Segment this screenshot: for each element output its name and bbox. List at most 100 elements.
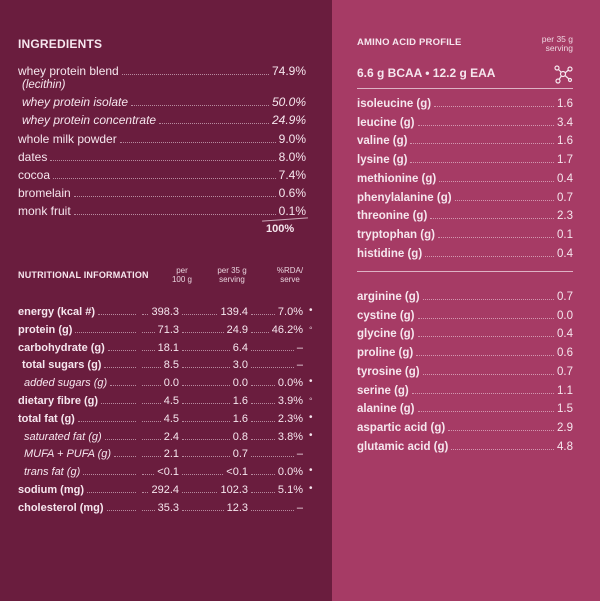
nutrient-name: sodium (mg) — [18, 484, 84, 496]
ingredient-name: whey protein isolate — [22, 95, 129, 109]
amino-row: serine (g) 1.1 — [357, 383, 573, 397]
leader — [182, 474, 224, 476]
nutrient-value: 24.9 — [226, 323, 248, 336]
amino-value: 3.4 — [557, 116, 573, 129]
nutrient-per-serve: <0.1 — [179, 466, 248, 478]
nutrient-value: 139.4 — [220, 306, 248, 318]
nutrient-rda: 46.2% — [248, 324, 303, 336]
amino-name: valine (g) — [357, 135, 408, 148]
leader — [182, 456, 230, 458]
amino-header-line: serving — [545, 43, 573, 53]
ingredient-name: dates — [18, 150, 48, 164]
nutrition-row: energy (kcal #) 398.3 139.4 7.0% — [18, 304, 303, 318]
nutrient-name: protein (g) — [18, 323, 73, 336]
amino-row: isoleucine (g) 1.6 — [357, 96, 573, 110]
nutrient-value: 71.3 — [157, 323, 179, 336]
amino-value: 1.5 — [557, 403, 573, 416]
ingredient-value: 9.0% — [278, 132, 306, 146]
ingredient-name: whey protein blend — [18, 64, 119, 78]
nutrient-value: 0.0% — [277, 466, 303, 479]
nutrient-rda: – — [248, 502, 303, 514]
leader — [451, 448, 554, 450]
nutrient-value: 18.1 — [157, 341, 179, 354]
amino-value: 0.0 — [557, 309, 573, 322]
leader — [131, 105, 269, 106]
column-header: per 35 g serving — [210, 266, 254, 284]
nutrition-row: dietary fibre (g) 4.5 1.6 3.9% — [18, 393, 303, 407]
amino-name: aspartic acid (g) — [357, 421, 446, 434]
amino-name: arginine (g) — [357, 291, 420, 303]
leader — [73, 214, 276, 215]
nutrient-rda: 3.9% — [248, 395, 303, 407]
amino-value: 1.1 — [557, 384, 573, 397]
rda-marker: • — [309, 376, 313, 388]
nutrient-value: 1.6 — [232, 395, 248, 407]
rda-marker: ◦ — [309, 394, 313, 405]
leader — [121, 74, 269, 75]
nutrient-value: 292.4 — [151, 484, 179, 496]
leader — [182, 331, 224, 333]
nutrient-per-100g: 71.3 — [139, 324, 179, 336]
leader — [101, 403, 136, 404]
ingredient-row: whey protein concentrate 24.9% — [22, 113, 306, 127]
divider — [357, 88, 573, 89]
nutrient-value: 12.3 — [226, 501, 248, 514]
rda-marker: • — [309, 411, 313, 423]
nutrient-value: 6.4 — [232, 341, 248, 354]
amino-value: 4.8 — [557, 440, 573, 453]
leader — [251, 474, 275, 476]
amino-name: isoleucine (g) — [357, 98, 432, 110]
nutrient-value: 102.3 — [220, 484, 248, 496]
nutrition-row: carbohydrate (g) 18.1 6.4 – — [18, 340, 303, 354]
amino-row: lysine (g) 1.7 — [357, 152, 573, 166]
nutrient-per-100g: 292.4 — [139, 484, 179, 496]
nutrient-per-serve: 0.0 — [179, 377, 248, 389]
leader — [104, 438, 136, 440]
leader — [437, 236, 554, 238]
column-header: per 100 g — [168, 266, 196, 284]
nutrient-value: – — [296, 341, 303, 354]
ingredient-row: whey protein blend 74.9% — [18, 64, 306, 78]
nutrition-row: cholesterol (mg) 35.3 12.3 – — [18, 500, 303, 514]
amino-name: tryptophan (g) — [357, 228, 435, 241]
leader — [182, 509, 224, 511]
amino-value: 0.4 — [557, 172, 573, 185]
right-panel — [332, 0, 600, 601]
amino-summary: 6.6 g BCAA • 12.2 g EAA — [357, 66, 496, 80]
leader — [50, 160, 276, 161]
nutrient-rda: – — [248, 342, 303, 354]
amino-name: threonine (g) — [357, 210, 428, 223]
ingredient-note: (lecithin) — [22, 79, 66, 91]
amino-name: methionine (g) — [357, 172, 437, 185]
nutrient-value: 3.9% — [277, 395, 303, 407]
nutrient-rda: 5.1% — [248, 484, 303, 496]
leader — [410, 143, 554, 145]
molecule-icon — [554, 65, 573, 84]
amino-value: 0.1 — [557, 228, 573, 241]
nutrient-value: 3.0 — [232, 359, 248, 372]
amino-name: phenylalanine (g) — [357, 191, 452, 204]
amino-row: methionine (g) 0.4 — [357, 171, 573, 185]
leader — [454, 199, 554, 201]
nutrient-per-100g: 2.1 — [139, 448, 179, 460]
leader — [182, 349, 230, 351]
ingredient-value: 8.0% — [278, 150, 306, 164]
nutrient-rda: – — [248, 448, 303, 460]
leader — [73, 196, 276, 197]
nutrient-per-serve: 139.4 — [179, 306, 248, 318]
nutrient-value: 35.3 — [157, 501, 179, 514]
amino-row: proline (g) 0.6 — [357, 345, 573, 359]
nutrient-rda: 7.0% — [248, 306, 303, 318]
leader — [106, 509, 136, 511]
leader — [110, 385, 136, 387]
ingredients-title: INGREDIENTS — [18, 37, 103, 51]
ingredient-value: 0.1% — [278, 204, 306, 218]
nutrient-value: – — [296, 501, 303, 514]
ingredient-name: whole milk powder — [18, 132, 117, 146]
nutrient-per-100g: 2.4 — [139, 431, 179, 443]
leader — [251, 403, 275, 404]
column-header-line: %RDA/ — [276, 266, 304, 275]
leader — [417, 411, 554, 413]
ingredient-name: monk fruit — [18, 204, 71, 218]
amino-header: per 35 g serving — [523, 35, 573, 53]
